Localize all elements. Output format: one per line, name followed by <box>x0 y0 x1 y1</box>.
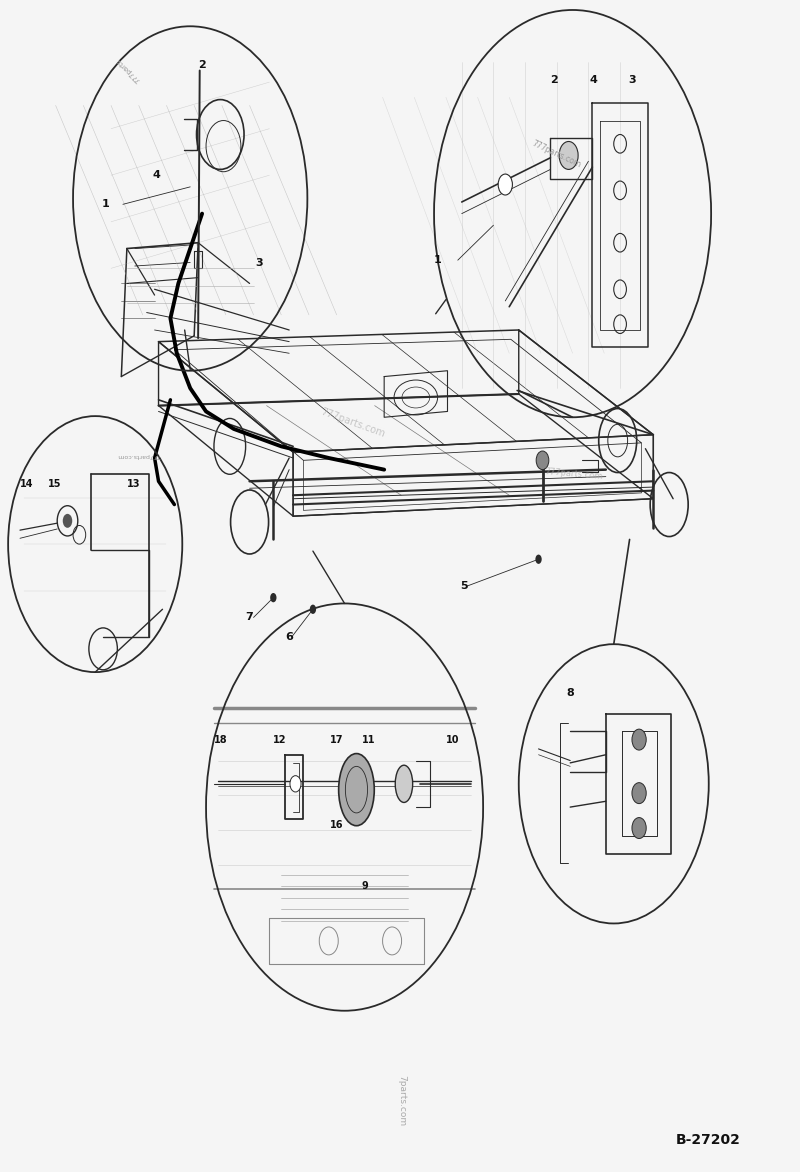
Text: 4: 4 <box>152 170 160 180</box>
Text: 5: 5 <box>460 581 468 591</box>
Text: 1: 1 <box>102 199 110 210</box>
Text: 2: 2 <box>550 75 558 84</box>
Text: 14: 14 <box>20 478 34 489</box>
Text: 10: 10 <box>446 735 459 744</box>
Text: 12: 12 <box>274 735 287 744</box>
Text: 6: 6 <box>286 632 293 642</box>
Circle shape <box>535 554 542 564</box>
Circle shape <box>632 729 646 750</box>
Text: B-27202: B-27202 <box>675 1133 741 1147</box>
Text: 777parts.com: 777parts.com <box>319 407 386 440</box>
Circle shape <box>559 142 578 170</box>
Circle shape <box>290 776 301 792</box>
Text: 777parts.com: 777parts.com <box>530 138 582 169</box>
Text: 17: 17 <box>330 735 344 744</box>
Text: 15: 15 <box>48 478 62 489</box>
Text: 777parts.com: 777parts.com <box>117 452 161 458</box>
Text: 3: 3 <box>628 75 636 84</box>
Circle shape <box>498 175 513 195</box>
Text: 3: 3 <box>255 258 262 267</box>
Ellipse shape <box>395 765 413 803</box>
Text: 9: 9 <box>362 881 369 891</box>
Text: 2: 2 <box>198 60 206 69</box>
Circle shape <box>270 593 277 602</box>
Circle shape <box>536 451 549 470</box>
Ellipse shape <box>338 754 374 826</box>
Circle shape <box>632 783 646 804</box>
Text: 7: 7 <box>246 613 254 622</box>
Text: 16: 16 <box>330 819 344 830</box>
Text: 11: 11 <box>362 735 375 744</box>
Text: 1: 1 <box>434 255 442 265</box>
Text: 777parts.com: 777parts.com <box>545 468 603 482</box>
Circle shape <box>62 513 72 527</box>
Circle shape <box>310 605 316 614</box>
Circle shape <box>632 818 646 838</box>
Text: 8: 8 <box>566 688 574 699</box>
Text: 4: 4 <box>590 75 598 84</box>
Text: 18: 18 <box>214 735 227 744</box>
Text: 13: 13 <box>127 478 140 489</box>
Text: 777parts: 777parts <box>115 56 142 83</box>
Text: 7parts.com: 7parts.com <box>397 1075 406 1126</box>
